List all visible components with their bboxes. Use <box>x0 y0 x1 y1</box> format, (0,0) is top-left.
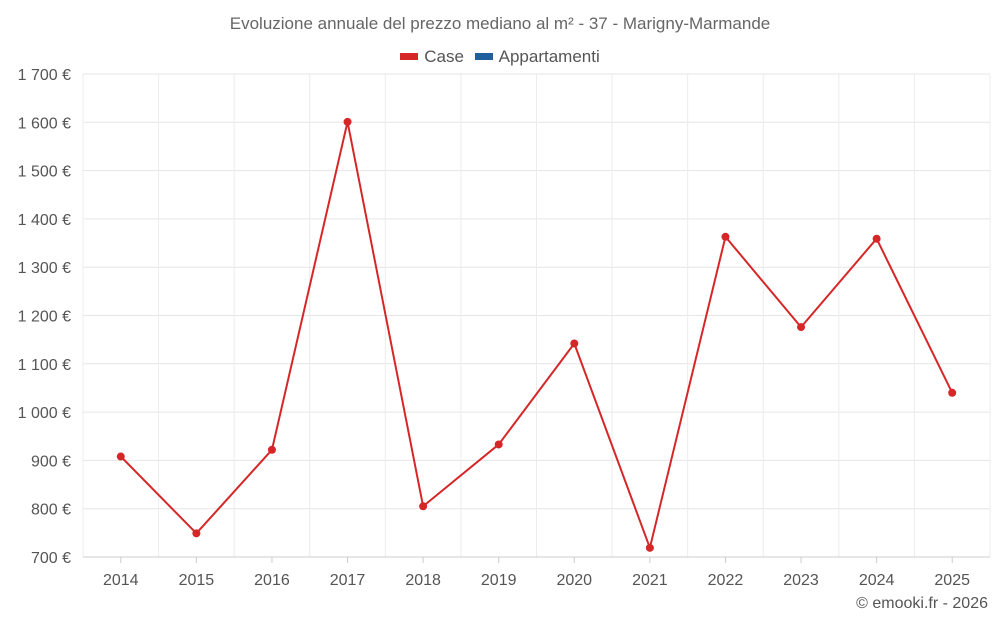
y-tick-label: 700 € <box>31 550 71 567</box>
data-point <box>645 543 654 552</box>
series-layer <box>116 117 957 552</box>
y-tick-label: 1 500 € <box>18 164 71 181</box>
data-point <box>343 117 352 126</box>
data-point <box>267 445 276 454</box>
legend-item-case[interactable]: Case <box>400 47 464 67</box>
data-point <box>494 440 503 449</box>
chart-title: Evoluzione annuale del prezzo mediano al… <box>229 14 771 33</box>
y-tick-label: 800 € <box>31 502 71 519</box>
legend: Case Appartamenti <box>0 45 1000 67</box>
credit-text: © emooki.fr - 2026 <box>856 595 988 612</box>
y-tick-label: 1 700 € <box>18 67 71 84</box>
x-tick-label: 2020 <box>556 572 592 589</box>
legend-item-appartamenti[interactable]: Appartamenti <box>474 46 600 67</box>
y-tick-label: 1 100 € <box>18 357 71 374</box>
x-tick-label: 2015 <box>179 572 215 589</box>
x-tick-label: 2016 <box>254 572 290 589</box>
data-point <box>116 452 125 461</box>
data-point <box>872 234 881 243</box>
x-tick-label: 2019 <box>481 572 517 589</box>
y-tick-label: 1 200 € <box>18 309 71 326</box>
legend-label-case: Case <box>424 46 464 66</box>
y-tick-label: 1 600 € <box>18 115 71 132</box>
y-tick-label: 1 000 € <box>18 405 71 422</box>
grid-layer <box>82 73 991 558</box>
data-point <box>797 323 806 332</box>
x-tick-label: 2025 <box>934 572 970 589</box>
x-tick-label: 2018 <box>405 572 441 589</box>
data-point <box>419 502 428 511</box>
axis-layer: 700 € 800 € 900 € 1 000 € 1 100 € 1 200 € 1 30… <box>18 67 990 589</box>
data-point <box>948 388 957 397</box>
data-point <box>192 529 201 538</box>
x-tick-label: 2021 <box>632 572 668 589</box>
x-tick-label: 2017 <box>330 572 366 589</box>
x-tick-label: 2014 <box>103 572 139 589</box>
x-tick-label: 2022 <box>708 572 744 589</box>
data-point <box>570 339 579 348</box>
legend-swatch-appartamenti <box>474 53 493 60</box>
y-tick-label: 900 € <box>31 453 71 470</box>
series-line-case <box>120 120 954 549</box>
legend-swatch-case <box>400 53 419 60</box>
x-tick-label: 2023 <box>783 572 819 589</box>
y-tick-label: 1 400 € <box>18 212 71 229</box>
y-tick-label: 1 300 € <box>18 260 71 277</box>
legend-label-appartamenti: Appartamenti <box>498 46 600 66</box>
x-tick-label: 2024 <box>859 572 895 589</box>
data-point <box>721 232 730 241</box>
